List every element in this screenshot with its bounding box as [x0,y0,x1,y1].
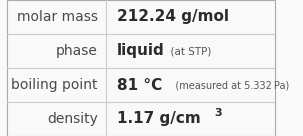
Text: (at STP): (at STP) [164,46,211,56]
Text: density: density [47,112,98,126]
Text: 1.17 g/cm: 1.17 g/cm [117,112,200,126]
Text: (measured at 5.332 Pa): (measured at 5.332 Pa) [166,80,289,90]
Text: molar mass: molar mass [17,10,98,24]
Text: boiling point: boiling point [11,78,98,92]
Text: phase: phase [56,44,98,58]
Text: 212.24 g/mol: 212.24 g/mol [117,10,229,24]
Text: liquid: liquid [117,44,164,58]
Text: 81 °C: 81 °C [117,78,162,92]
Text: 3: 3 [215,108,222,118]
